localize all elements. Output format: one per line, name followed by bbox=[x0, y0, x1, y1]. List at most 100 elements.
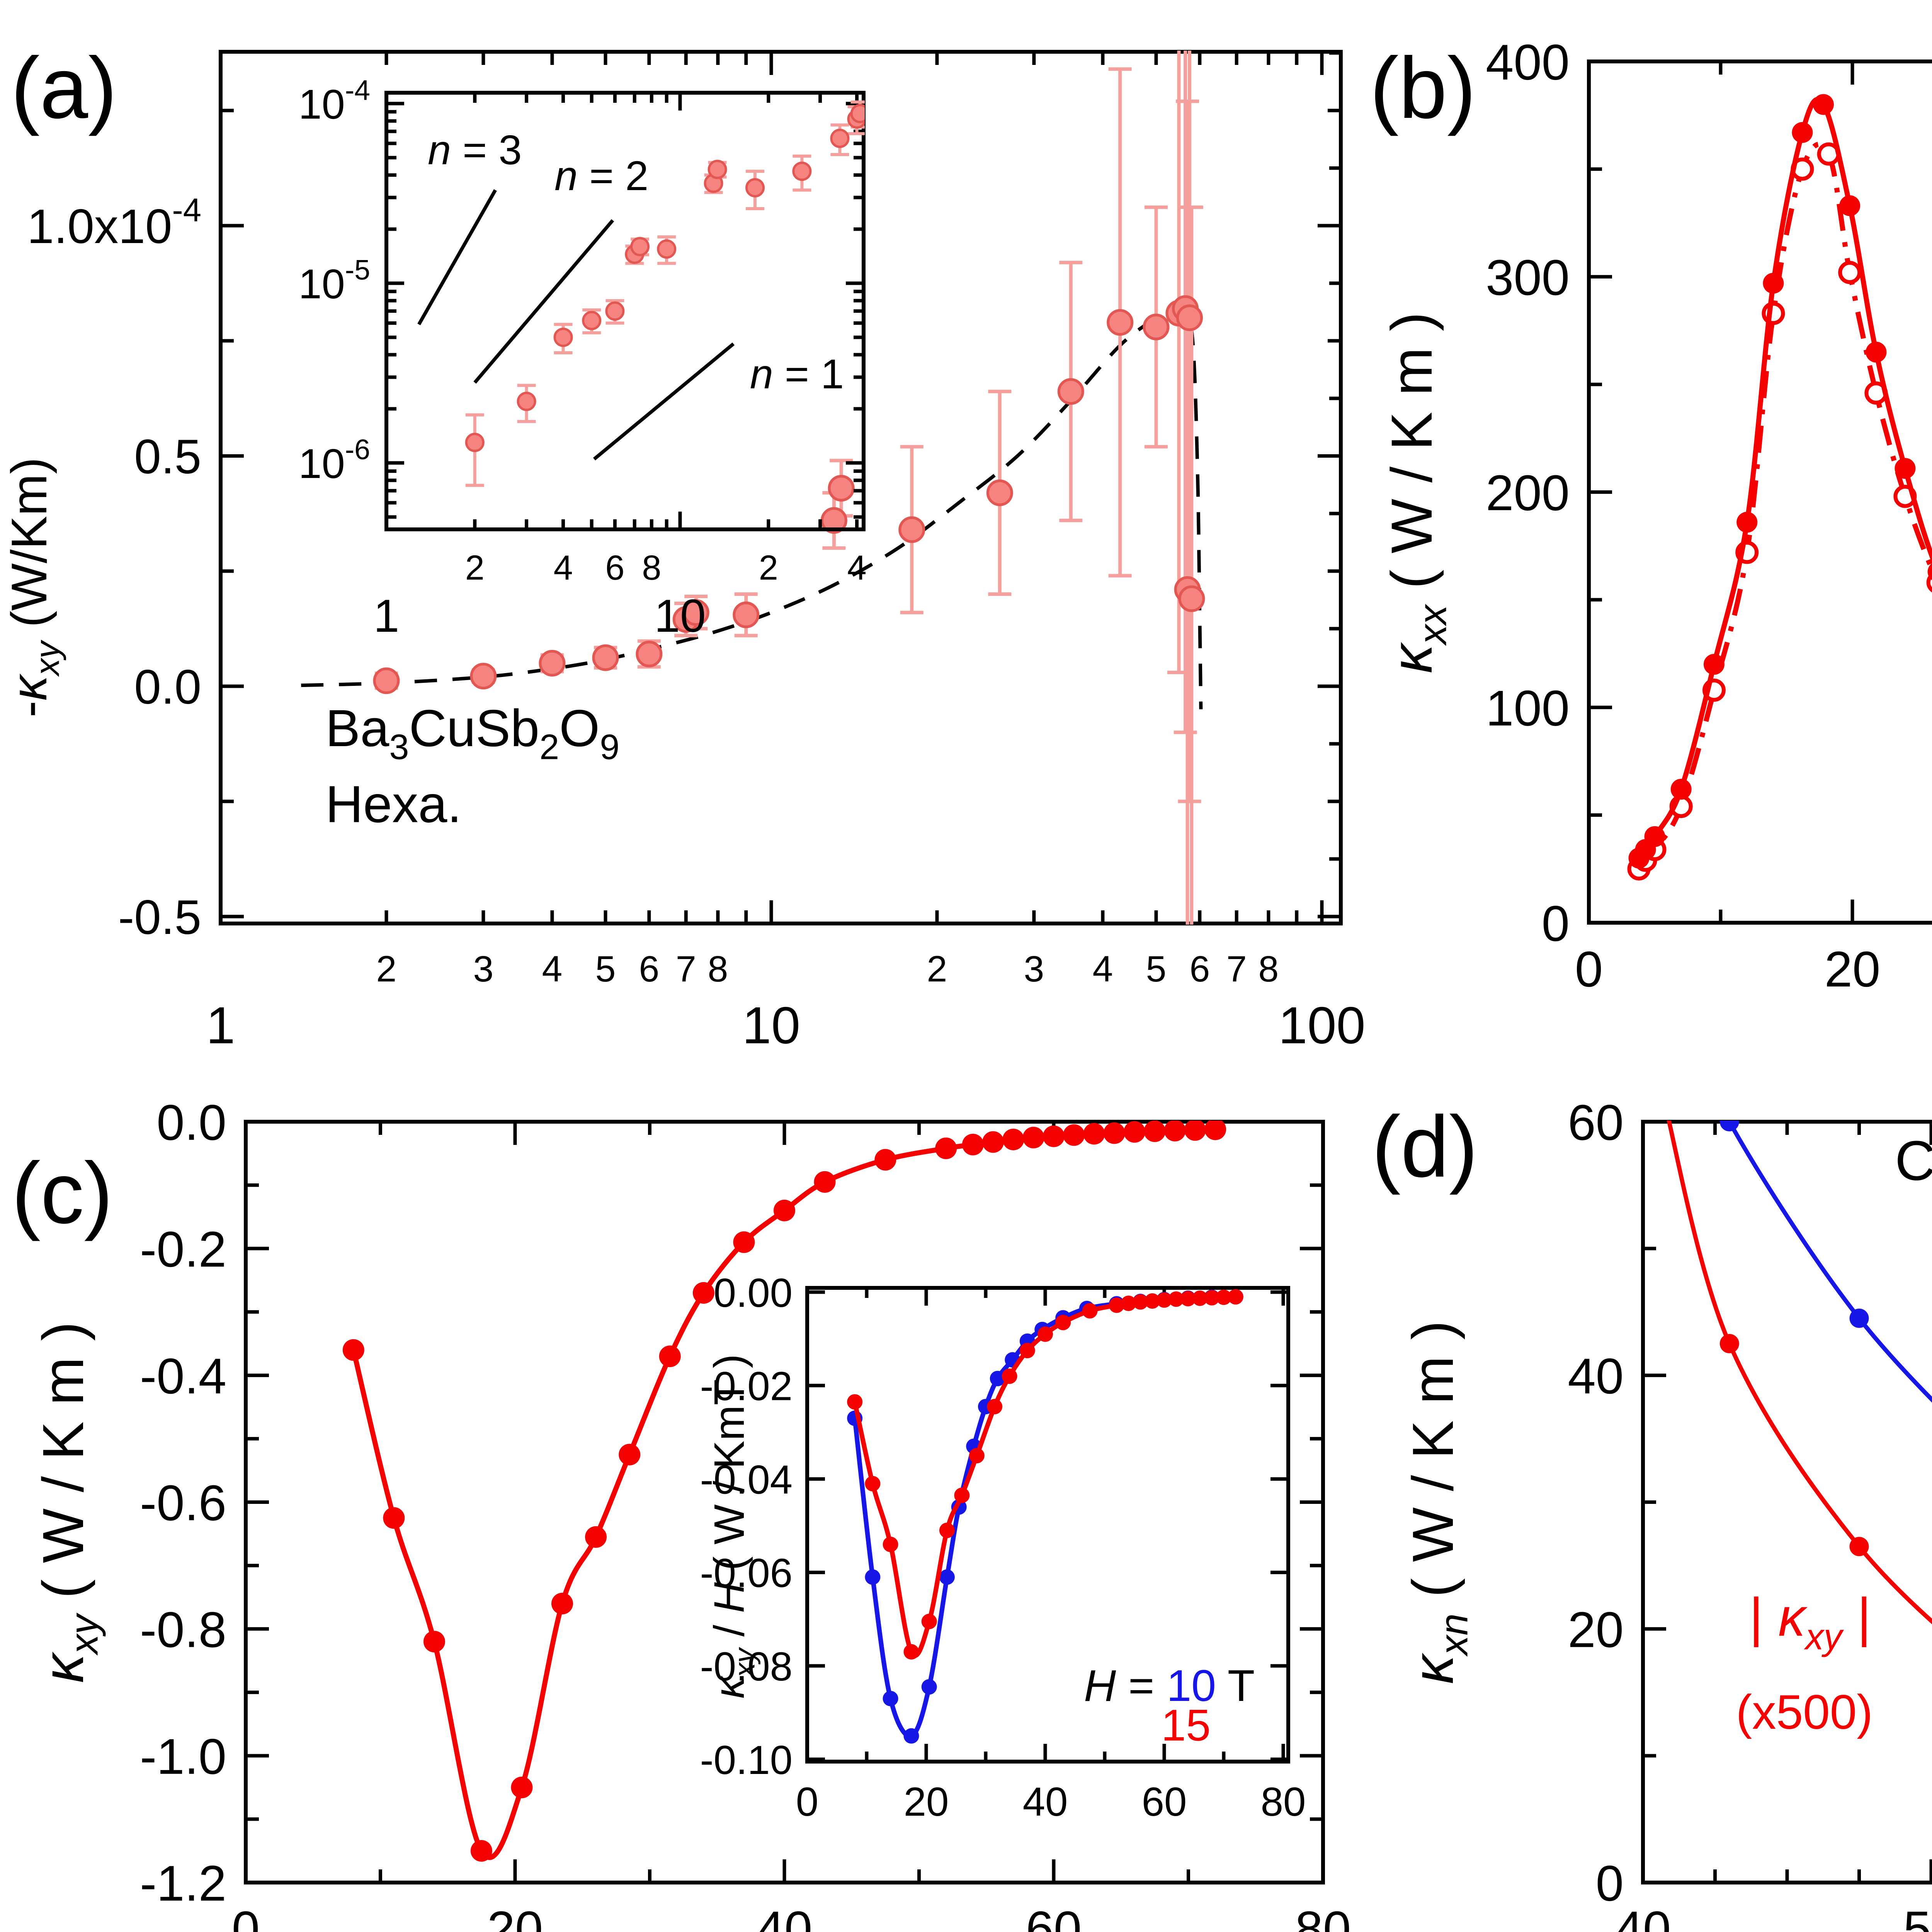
guide-line bbox=[417, 189, 497, 325]
axis-tick-labels: 0204060800100200300400 bbox=[1486, 34, 1881, 997]
data-point bbox=[470, 1840, 492, 1862]
series-layer bbox=[342, 1121, 1226, 1862]
data-point bbox=[1644, 826, 1665, 847]
y-tick-label: 60 bbox=[1568, 1094, 1624, 1151]
data-point bbox=[1736, 512, 1758, 533]
y-tick-label: 0 bbox=[1596, 1855, 1624, 1912]
data-point bbox=[619, 1444, 641, 1466]
x-tick-label: 40 bbox=[1023, 1779, 1068, 1825]
y-tick-label: 10-5 bbox=[299, 254, 370, 307]
data-point bbox=[954, 1487, 970, 1503]
data-point bbox=[939, 1522, 955, 1538]
panel-letter-a: (a) bbox=[11, 39, 117, 136]
x-tick-label: 8 bbox=[1258, 949, 1279, 990]
data-point bbox=[1124, 1121, 1146, 1143]
data-point bbox=[969, 1448, 985, 1464]
panel-c_inset: 0 20 40 60 80 0.00 -0.02 -0.04 -0.06 -0.08 -0.10 H … bbox=[700, 1270, 1306, 1825]
x-tick-label: 6 bbox=[1189, 949, 1210, 990]
data-point bbox=[1703, 654, 1725, 675]
data-point bbox=[1178, 585, 1205, 612]
data-point bbox=[1180, 1291, 1196, 1306]
data-point bbox=[1143, 313, 1170, 340]
data-point bbox=[1866, 342, 1887, 363]
data-point bbox=[1792, 122, 1813, 143]
data-point bbox=[1037, 1326, 1053, 1342]
x-tick-label: 20 bbox=[1825, 941, 1881, 997]
panel-a_inset: 1 102 4 6 8 2 410-410-510-6n = 3n = 2n = 1 bbox=[299, 74, 867, 642]
series-kxyH-15T bbox=[847, 1289, 1243, 1660]
data-point bbox=[373, 667, 400, 694]
data-point bbox=[682, 599, 709, 626]
y-tick-label: 0.0 bbox=[156, 1094, 226, 1151]
guide-line bbox=[593, 342, 735, 461]
y-axis-title: κxx ( W / K m ) bbox=[1379, 312, 1455, 673]
series-kxy-loglog bbox=[465, 100, 865, 487]
data-point bbox=[1019, 1343, 1035, 1359]
x-tick-label: 3 bbox=[473, 949, 493, 990]
axis-tick-labels: 1 102 4 6 8 2 410-410-510-6 bbox=[299, 74, 867, 642]
panel-b: 0204060800100200300400Cu3TeO6H = 15 T0 T… bbox=[1379, 34, 1932, 997]
x-tick-label: 80 bbox=[1261, 1779, 1306, 1825]
y-tick-label: -0.06 bbox=[700, 1551, 793, 1596]
data-point bbox=[517, 391, 536, 411]
data-point bbox=[1109, 1297, 1124, 1313]
axis-ticks bbox=[1641, 1120, 1932, 1884]
data-point bbox=[1168, 1291, 1184, 1307]
data-point bbox=[692, 1282, 714, 1304]
axis-tick-labels: 0 20 40 60 80 0.00 -0.02 -0.04 -0.06 -0.08 -0.10 bbox=[700, 1270, 1306, 1825]
data-point bbox=[1063, 1124, 1085, 1146]
n1-label: n = 1 bbox=[750, 350, 844, 397]
x-tick-label: 4 bbox=[542, 949, 563, 990]
data-point bbox=[1838, 261, 1862, 284]
data-point bbox=[659, 1345, 681, 1367]
y-tick-label: 0.00 bbox=[714, 1270, 793, 1316]
data-point bbox=[990, 1371, 1005, 1386]
data-point bbox=[883, 1690, 898, 1706]
data-point bbox=[903, 1728, 919, 1744]
data-point bbox=[630, 237, 650, 257]
panel-letter-b: (b) bbox=[1370, 39, 1476, 136]
data-point bbox=[511, 1776, 533, 1798]
data-point bbox=[1204, 1121, 1226, 1140]
data-point bbox=[745, 178, 765, 197]
y-axis-title: κxy ( W / K m ) bbox=[31, 1321, 106, 1683]
x-tick-label: 7 bbox=[676, 949, 696, 990]
data-point bbox=[423, 1631, 445, 1653]
y-tick-label: 10-6 bbox=[299, 434, 370, 487]
data-point bbox=[1083, 1123, 1105, 1145]
data-point bbox=[539, 650, 566, 677]
y-tick-label: 0.0 bbox=[134, 660, 201, 714]
panel-letter-d: (d) bbox=[1372, 1098, 1478, 1195]
x-tick-label: 2 bbox=[927, 949, 947, 990]
x-tick-label: 1 bbox=[206, 996, 235, 1054]
data-point bbox=[865, 1569, 881, 1585]
data-point bbox=[636, 641, 663, 668]
data-point bbox=[1022, 1127, 1044, 1149]
x-tick-label: 10 bbox=[654, 590, 706, 642]
y-tick-label: -0.5 bbox=[118, 891, 201, 944]
data-point bbox=[1839, 195, 1861, 216]
series-kxy-points bbox=[373, 51, 1205, 925]
series-layer bbox=[1667, 1121, 1932, 1624]
x-tick-label: 2 bbox=[465, 549, 485, 587]
data-point bbox=[1103, 1122, 1125, 1144]
data-point bbox=[1057, 378, 1084, 405]
y-tick-label: -0.08 bbox=[700, 1644, 793, 1689]
data-point bbox=[874, 1149, 896, 1171]
data-point bbox=[733, 601, 760, 628]
data-point bbox=[707, 160, 727, 179]
data-point bbox=[733, 1231, 755, 1253]
y-tick-label: -0.10 bbox=[700, 1738, 793, 1783]
data-point bbox=[605, 301, 625, 321]
data-point bbox=[551, 1593, 573, 1615]
data-point bbox=[1145, 1293, 1160, 1309]
x-tick-label: 0 bbox=[1575, 941, 1603, 997]
x-tick-label: 5 bbox=[1146, 949, 1167, 990]
data-point bbox=[1216, 1289, 1231, 1305]
x-tick-label: 100 bbox=[1278, 996, 1365, 1054]
y-tick-label: -0.4 bbox=[140, 1348, 226, 1404]
x-tick-label: 8 bbox=[707, 949, 728, 990]
axis-frame bbox=[219, 50, 1343, 925]
